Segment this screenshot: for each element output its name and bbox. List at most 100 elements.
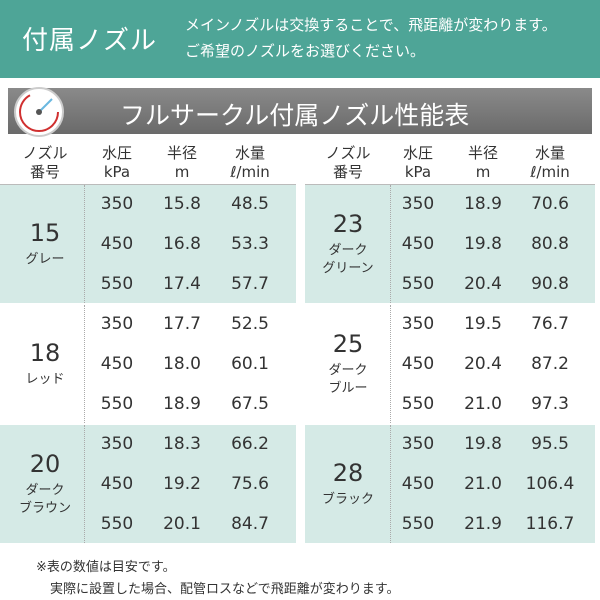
cell: 350 [100,434,134,454]
cell: 19.5 [464,314,502,334]
nozzle-color: ブラック [321,492,374,507]
cell: 95.5 [531,434,569,454]
cell: 57.7 [231,274,269,294]
nozzle-number: 18 [29,339,61,367]
cell: 53.3 [231,234,269,254]
cell: 15.8 [163,194,201,214]
cell: 19.2 [163,474,201,494]
column-divider [84,425,85,543]
nozzle-color: ブラウン [18,501,71,516]
cell: 350 [100,314,134,334]
nozzle-number: 20 [29,450,61,478]
column-header: kPa [103,163,131,181]
cell: 450 [401,234,435,254]
nozzle-color: ブルー [328,381,368,396]
group-row [305,185,595,303]
column-header: 番号 [332,163,363,181]
cell: 75.6 [231,474,269,494]
note: ※表の数値は目安です。 [36,560,176,575]
cell: 550 [100,274,134,294]
column-header: 水圧 [101,144,132,162]
cell: 21.0 [464,474,502,494]
cell: 97.3 [531,394,569,414]
cell: 18.0 [163,354,201,374]
column-header: ℓ/min [530,163,570,181]
nozzle-color: グリーン [322,261,374,276]
header-rule [0,184,296,185]
cell: 20.4 [464,354,502,374]
column-header: 水量 [234,144,265,162]
cell: 52.5 [231,314,269,334]
cell: 106.4 [525,474,575,494]
cell: 550 [401,394,435,414]
cell: 18.9 [163,394,201,414]
cell: 550 [401,514,435,534]
description: ご希望のノズルをお選びください。 [185,42,426,60]
column-divider [390,185,391,303]
nozzle-color: ダーク [328,243,368,258]
cell: 450 [100,474,134,494]
nozzle-number: 25 [332,330,364,358]
cell: 19.8 [464,234,502,254]
nozzle-color: グレー [25,252,65,267]
table-title: フルサークル付属ノズル性能表 [120,101,470,130]
cell: 16.8 [163,234,201,254]
table-title-bar [8,88,592,134]
column-header: kPa [404,163,432,181]
cell: 350 [401,194,435,214]
column-divider [390,305,391,423]
cell: 20.1 [163,514,201,534]
cell: 70.6 [531,194,569,214]
cell: 350 [401,314,435,334]
column-divider [84,185,85,303]
cell: 67.5 [231,394,269,414]
column-header: ノズル [325,144,371,162]
column-header: 半径 [467,144,498,162]
column-header: 番号 [29,163,60,181]
description: メインノズルは交換することで、飛距離が変わります。 [185,16,557,34]
column-header: ℓ/min [230,163,270,181]
group-row [0,425,296,543]
cell: 350 [401,434,435,454]
header-rule [305,184,595,185]
cell: 18.3 [163,434,201,454]
cell: 76.7 [531,314,569,334]
column-header: 半径 [166,144,197,162]
cell: 450 [100,354,134,374]
cell: 18.9 [464,194,502,214]
nozzle-number: 28 [332,459,364,487]
cell: 20.4 [464,274,502,294]
cell: 21.9 [464,514,502,534]
group-row [0,305,296,423]
group-row [305,305,595,423]
cell: 450 [401,354,435,374]
nozzle-number: 23 [332,210,364,238]
cell: 87.2 [531,354,569,374]
nozzle-number: 15 [29,219,61,247]
cell: 80.8 [531,234,569,254]
column-header: ノズル [22,144,68,162]
cell: 66.2 [231,434,269,454]
cell: 450 [100,234,134,254]
cell: 19.8 [464,434,502,454]
column-header: m [174,163,190,181]
banner [0,0,600,78]
cell: 550 [100,514,134,534]
column-divider [390,425,391,543]
cell: 17.7 [163,314,201,334]
cell: 17.4 [163,274,201,294]
cell: 116.7 [525,514,575,534]
column-header: 水量 [534,144,565,162]
cell: 90.8 [531,274,569,294]
cell: 350 [100,194,134,214]
group-row [305,425,595,543]
column-divider [84,305,85,423]
cell: 84.7 [231,514,269,534]
nozzle-color: レッド [25,372,65,387]
sprinkler-icon [14,87,64,137]
nozzle-color: ダーク [328,363,368,378]
cell: 60.1 [231,354,269,374]
cell: 450 [401,474,435,494]
